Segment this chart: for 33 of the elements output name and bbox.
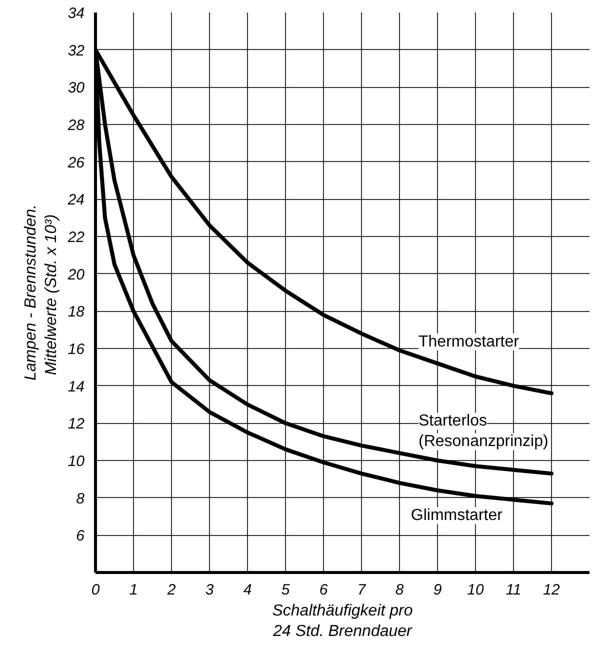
x-tick-label: 9	[433, 582, 442, 598]
x-tick-label: 2	[166, 582, 176, 598]
y-tick-label: 6	[76, 528, 86, 545]
x-tick-label: 6	[319, 582, 328, 598]
y-tick-label: 22	[66, 229, 86, 246]
x-tick-label: 1	[129, 582, 138, 598]
x-tick-label: 10	[467, 582, 484, 598]
y-tick-label: 28	[66, 117, 86, 134]
series-label: Starterlos (Resonanzprinzip)	[418, 412, 548, 450]
y-tick-label: 26	[66, 154, 86, 172]
x-tick-label: 12	[543, 582, 560, 598]
y-tick-label: 24	[66, 192, 85, 209]
y-tick-label: 8	[76, 490, 86, 508]
x-tick-label: 3	[205, 582, 214, 598]
x-tick-label: 11	[506, 582, 522, 598]
y-tick-label: 10	[68, 453, 86, 470]
y-tick-label: 20	[66, 266, 86, 284]
y-axis-title: Lampen - Brennstunden. Mittelwerte (Std. x 10³)	[22, 204, 60, 381]
x-tick-label: 5	[281, 582, 290, 598]
x-tick-label: 8	[395, 582, 404, 598]
y-tick-label: 12	[68, 416, 86, 433]
series-label: Thermostarter	[418, 333, 520, 350]
y-tick-label: 34	[68, 5, 85, 22]
x-axis-title: Schalthäufigkeit pro 24 Std. Brenndauer	[272, 602, 413, 640]
y-tick-label: 16	[68, 341, 86, 358]
y-tick-label: 14	[68, 378, 85, 396]
y-tick-label: 30	[68, 80, 86, 97]
x-tick-label: 7	[357, 582, 366, 598]
y-tick-label: 18	[68, 304, 86, 321]
series-label: Glimmstarter	[410, 507, 504, 524]
x-tick-label: 0	[91, 582, 100, 598]
x-tick-label: 4	[243, 582, 252, 598]
y-tick-label: 32	[68, 42, 86, 60]
